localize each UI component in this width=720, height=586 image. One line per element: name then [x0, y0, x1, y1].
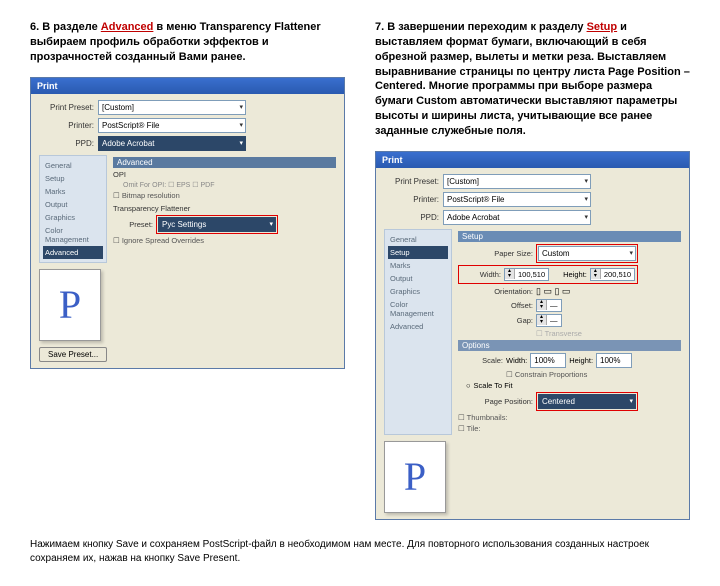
sidebar-left: General Setup Marks Output Graphics Colo…	[39, 155, 107, 263]
footer-note: Нажимаем кнопку Save и сохраняем PostScr…	[30, 538, 690, 566]
sidebar-item[interactable]: General	[388, 233, 448, 246]
dialog-title: Print	[31, 78, 344, 94]
paper-size-dd[interactable]: Custom	[538, 246, 636, 261]
sidebar-item[interactable]: Marks	[388, 259, 448, 272]
advanced-header: Advanced	[113, 157, 336, 168]
printer-dd[interactable]: PostScript® File	[443, 192, 591, 207]
tile-check[interactable]: Tile:	[458, 424, 681, 433]
constrain-check[interactable]: Constrain Proportions	[506, 370, 681, 379]
sidebar-item[interactable]: Graphics	[388, 285, 448, 298]
printer-dd[interactable]: PostScript® File	[98, 118, 246, 133]
gap-spinner[interactable]: ▴▾—	[536, 314, 562, 327]
print-dialog-right: Print Print Preset:[Custom] Printer:Post…	[375, 151, 690, 520]
transverse-check: Transverse	[536, 329, 681, 338]
page-position-dd[interactable]: Centered	[538, 394, 636, 409]
width-spinner[interactable]: ▴▾100,510	[504, 268, 549, 281]
bitmap-check[interactable]: Bitmap resolution	[113, 191, 336, 200]
sidebar-item[interactable]: Color Management	[388, 298, 448, 320]
dialog-title: Print	[376, 152, 689, 168]
print-preset-dd[interactable]: [Custom]	[98, 100, 246, 115]
ppd-dd[interactable]: Adobe Acrobat	[98, 136, 246, 151]
thumbnails-check[interactable]: Thumbnails:	[458, 413, 681, 422]
sidebar-item[interactable]: Advanced	[388, 320, 448, 333]
sidebar-item[interactable]: General	[43, 159, 103, 172]
tf-label: Transparency Flattener	[113, 204, 336, 213]
ppd-dd[interactable]: Adobe Acrobat	[443, 210, 591, 225]
scale-h[interactable]: 100%	[596, 353, 632, 368]
ignore-overrides-check[interactable]: Ignore Spread Overrides	[113, 236, 336, 245]
sidebar-item[interactable]: Graphics	[43, 211, 103, 224]
preview-thumb: P	[39, 269, 101, 341]
instruction-6: 6. В разделе Advanced в меню Transparenc…	[30, 20, 345, 65]
save-preset-button[interactable]: Save Preset...	[39, 347, 107, 362]
sidebar-item[interactable]: Color Management	[43, 224, 103, 246]
scale-w[interactable]: 100%	[530, 353, 566, 368]
sidebar-item[interactable]: Setup	[43, 172, 103, 185]
opi-label: OPI	[113, 170, 336, 179]
sidebar-item[interactable]: Output	[43, 198, 103, 211]
options-header: Options	[458, 340, 681, 351]
sidebar-right: General Setup Marks Output Graphics Colo…	[384, 229, 452, 435]
sidebar-item[interactable]: Output	[388, 272, 448, 285]
height-spinner[interactable]: ▴▾200,510	[590, 268, 635, 281]
instruction-7: 7. В завершении переходим к разделу Setu…	[375, 20, 690, 139]
preview-thumb: P	[384, 441, 446, 513]
offset-spinner[interactable]: ▴▾—	[536, 299, 562, 312]
setup-link: Setup	[587, 21, 618, 33]
advanced-link: Advanced	[101, 21, 154, 33]
opi-sub: Omit For OPI: ☐ EPS ☐ PDF	[123, 181, 336, 189]
setup-header: Setup	[458, 231, 681, 242]
sidebar-item[interactable]: Marks	[43, 185, 103, 198]
sidebar-item-setup[interactable]: Setup	[388, 246, 448, 259]
print-dialog-left: Print Print Preset:[Custom] Printer:Post…	[30, 77, 345, 369]
sidebar-item-advanced[interactable]: Advanced	[43, 246, 103, 259]
print-preset-dd[interactable]: [Custom]	[443, 174, 591, 189]
flattener-preset-dd[interactable]: Рус Settings	[158, 217, 276, 232]
